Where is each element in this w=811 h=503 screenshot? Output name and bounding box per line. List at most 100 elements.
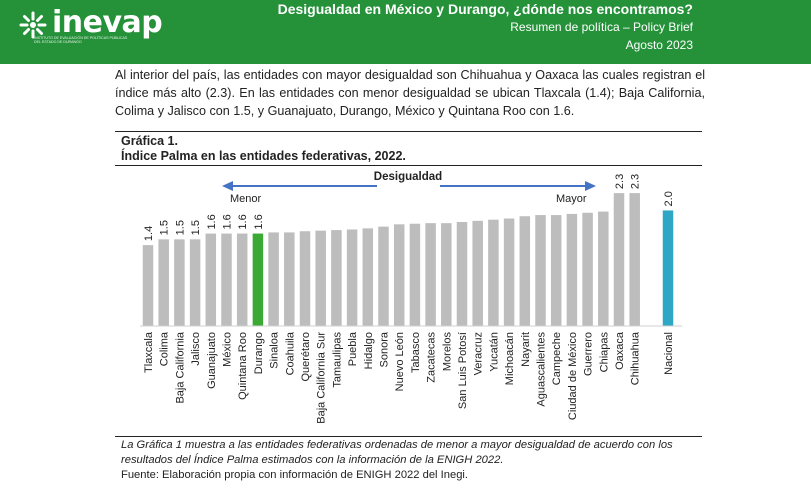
document-title: Desigualdad en México y Durango, ¿dónde … [277,1,693,17]
category-label-zacatecas: Zacatecas [426,332,438,383]
value-label-colima: 1.5 [159,220,171,235]
category-label-yucatan: Yucatán [488,332,500,372]
category-label-nayarit: Nayarit [520,332,532,367]
annotation-desigualdad: Desigualdad [374,171,442,183]
annotation-mayor: Mayor [556,193,587,205]
category-label-quintana-roo: Quintana Roo [237,332,249,400]
chart-category-labels: Tlaxcala Colima Baja California Jalisco Guan… [143,331,675,424]
bar-colima [158,239,169,326]
category-label-puebla: Puebla [347,331,359,366]
intro-paragraph: Al interior del país, las entidades con … [115,68,705,118]
category-label-sonora: Sonora [379,331,391,367]
bar-mexico [221,233,232,326]
figure-source: Fuente: Elaboración propia con informaci… [121,469,469,481]
category-label-mexico: México [222,332,234,367]
value-label-guanajuato: 1.6 [206,214,218,229]
category-label-jalisco: Jalisco [190,332,202,366]
arrow-right-head [585,181,596,191]
value-label-tlaxcala: 1.4 [143,226,155,241]
category-label-guanajuato: Guanajuato [206,332,218,389]
bar-yucatan [488,219,499,326]
document-subtitle: Resumen de política – Policy Brief [510,20,693,34]
category-label-durango: Durango [253,332,265,374]
bar-tlaxcala [142,245,154,326]
bar-jalisco [189,239,201,326]
category-label-tabasco: Tabasco [410,332,422,373]
category-label-hidalgo: Hidalgo [363,332,375,369]
bar-san-luis-potosi [456,222,468,326]
category-label-san-luis-potosi: San Luis Potosí [457,332,469,409]
category-label-chihuahua: Chihuahua [630,331,642,385]
category-label-queretaro: Querétaro [300,332,312,382]
chart-bars [140,193,682,327]
chart-inequality-arrow: Desigualdad Menor Mayor [222,171,596,205]
bar-aguascalientes [535,215,546,326]
bar-hidalgo [362,228,374,326]
value-label-chihuahua: 2.3 [630,174,642,189]
inevap-logo: inevap [18,6,163,40]
bar-nuevo-leon [393,224,405,326]
value-label-quintana-roo: 1.6 [237,214,249,229]
category-label-baja-california: Baja California [174,331,186,403]
bar-baja-california [174,239,185,326]
bar-zacatecas [425,223,436,326]
category-label-tlaxcala: Tlaxcala [143,331,155,373]
category-label-baja-california-sur: Baja California Sur [316,332,328,424]
bar-oaxaca [613,193,625,326]
category-label-morelos: Morelos [441,332,453,372]
category-label-chiapas: Chiapas [598,332,610,373]
figure-caption: La Gráfica 1 muestra a las entidades fed… [121,439,673,466]
bar-sinaloa [268,232,279,326]
bar-tamaulipas [331,230,342,326]
category-label-veracruz: Veracruz [473,332,485,375]
document-date: Agosto 2023 [625,38,693,52]
category-label-campeche: Campeche [551,332,563,385]
arrow-left-head [222,181,233,191]
bar-veracruz [472,220,483,326]
figure-number: Gráfica 1. [121,134,178,148]
bar-michoacan [503,218,515,326]
annotation-menor: Menor [230,193,262,205]
category-label-guerrero: Guerrero [583,332,595,376]
bar-nayarit [519,216,531,326]
bar-quintana-roo [236,233,248,326]
value-label-oaxaca: 2.3 [614,174,626,189]
bar-nacional [662,210,674,326]
figure-top-rule [115,131,702,132]
bar-durango [252,233,264,326]
value-label-durango: 1.6 [253,214,265,229]
value-label-baja-california: 1.5 [174,220,186,235]
category-label-oaxaca: Oaxaca [614,331,626,370]
value-label-nacional: 2.0 [663,191,675,206]
category-label-coahuila: Coahuila [284,331,296,375]
bar-campeche [550,215,562,326]
bar-morelos [441,223,452,326]
bar-ciudad-de-mexico [566,213,578,326]
bar-coahuila [284,232,295,326]
value-label-mexico: 1.6 [222,214,234,229]
header-banner: inevap Instituto de Evaluación de Políti… [0,0,811,64]
category-label-nacional: Nacional [663,332,675,375]
value-label-jalisco: 1.5 [190,220,202,235]
bar-puebla [346,229,358,326]
figure-bottom-rule [115,436,702,437]
chart-value-labels: 1.4 1.5 1.5 1.5 1.6 1.6 1.6 1.62.3 2.32.0 [143,174,675,241]
bar-queretaro [299,231,311,326]
bar-guerrero [582,212,593,326]
category-label-michoacan: Michoacán [504,332,516,385]
category-label-colima: Colima [159,331,171,366]
category-label-nuevo-leon: Nuevo León [394,332,406,391]
logo-subtitle: Instituto de Evaluación de Políticas Púb… [34,36,128,45]
figure-title-rule [115,165,702,166]
bar-baja-california-sur [315,230,326,326]
figure-title: Índice Palma en las entidades federativa… [121,149,406,163]
category-label-ciudad-de-mexico: Ciudad de México [567,332,579,420]
bar-chihuahua [629,193,640,326]
bar-chiapas [598,211,609,326]
inevap-logo-icon [19,11,47,39]
category-label-tamaulipas: Tamaulipas [331,332,343,388]
category-label-sinaloa: Sinaloa [269,331,281,369]
bar-sonora [378,226,389,326]
category-label-aguascalientes: Aguascalientes [536,332,548,407]
